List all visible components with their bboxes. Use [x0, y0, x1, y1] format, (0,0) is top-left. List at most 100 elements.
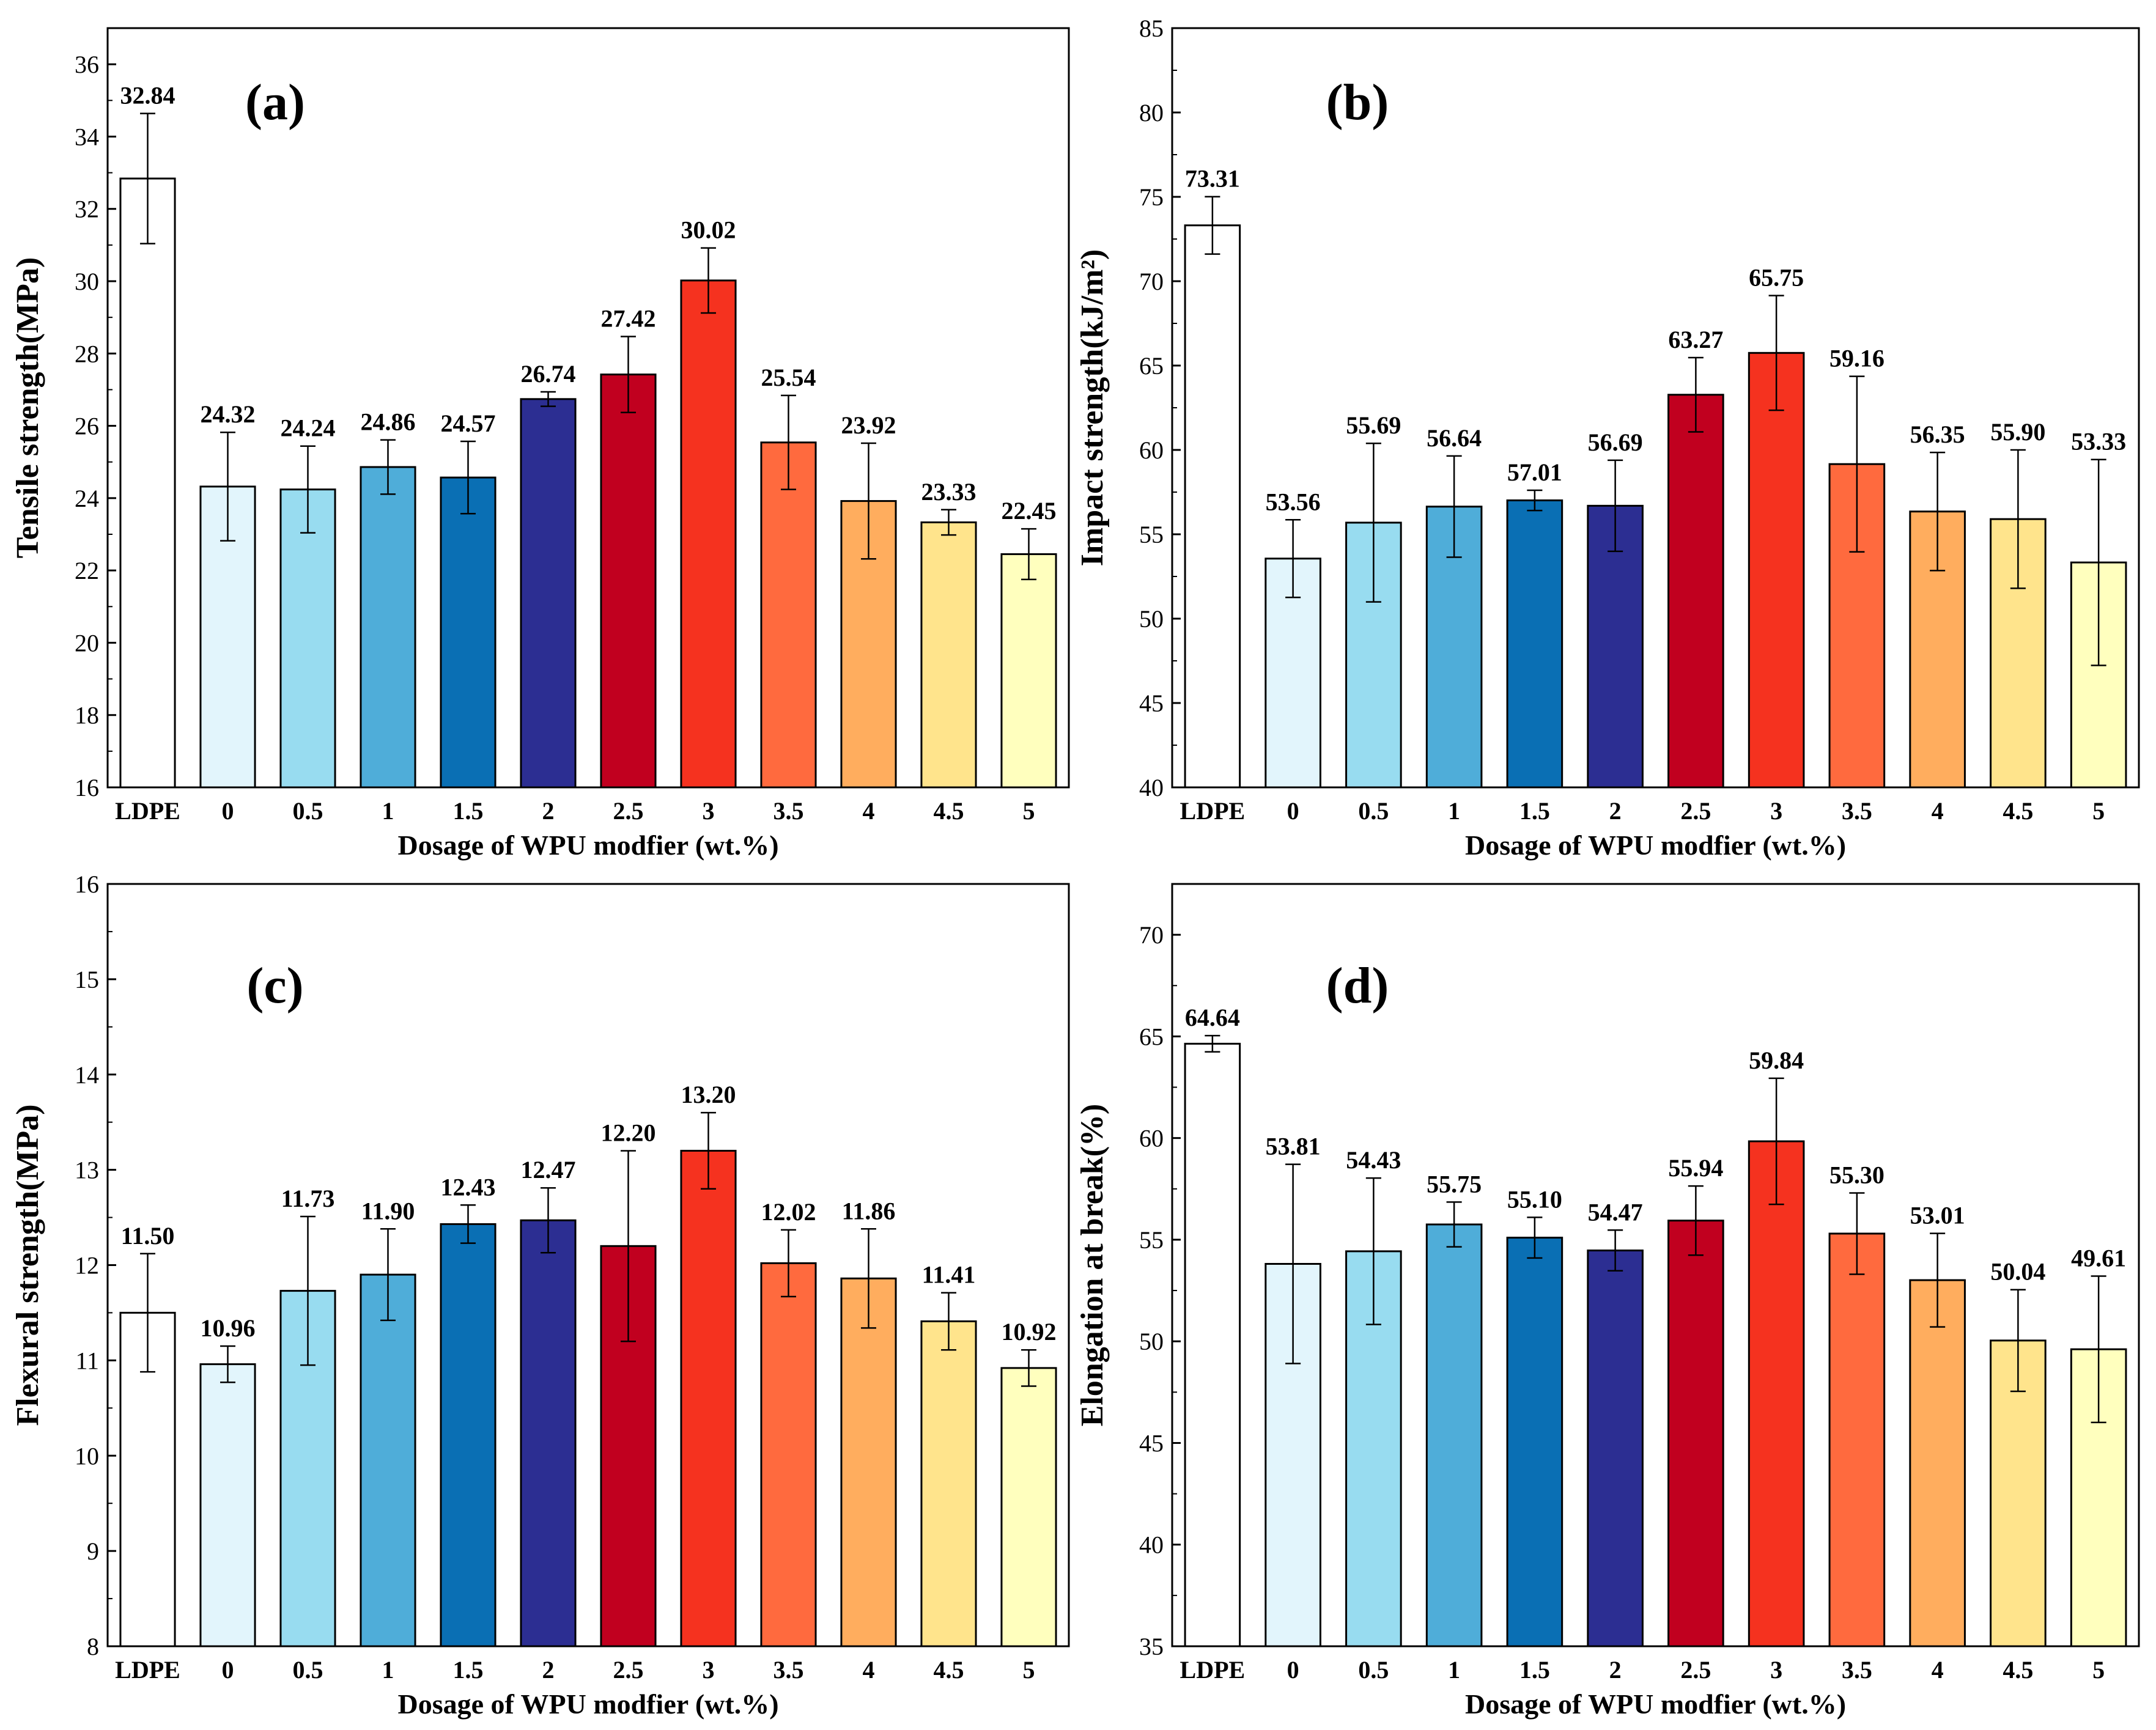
data-label: 53.01	[1910, 1202, 1965, 1229]
y-tick-label: 40	[1139, 1531, 1164, 1559]
data-label: 54.47	[1588, 1198, 1643, 1226]
data-label: 57.01	[1507, 458, 1562, 486]
y-tick-label: 50	[1139, 605, 1164, 633]
data-label: 11.50	[121, 1222, 175, 1250]
y-tick-label: 80	[1139, 99, 1164, 127]
y-tick-label: 35	[1139, 1633, 1164, 1660]
data-label: 56.69	[1588, 429, 1643, 456]
data-label: 11.86	[842, 1197, 896, 1224]
x-tick-label: 2.5	[613, 797, 644, 825]
y-tick-label: 45	[1139, 690, 1164, 717]
x-tick-label: 0.5	[1358, 797, 1389, 825]
bar-3.5	[1828, 1232, 1886, 1647]
x-tick-label: 2.5	[613, 1656, 644, 1684]
x-axis-title: Dosage of WPU modfier (wt.%)	[397, 1688, 778, 1720]
x-tick-label: 2	[542, 1656, 555, 1684]
x-tick-label: 1.5	[1519, 797, 1550, 825]
data-label: 30.02	[681, 216, 736, 244]
x-tick-label: 0.5	[293, 1656, 323, 1684]
y-tick-label: 8	[87, 1633, 99, 1660]
data-label: 12.43	[441, 1173, 496, 1201]
x-axis-title: Dosage of WPU modfier (wt.%)	[397, 830, 778, 861]
x-tick-label: 1	[1448, 1656, 1460, 1684]
x-tick-label: 4	[863, 1656, 875, 1684]
bar-1	[360, 466, 416, 789]
bar-4	[1909, 1279, 1966, 1647]
y-tick-label: 24	[75, 485, 99, 512]
panel-b: 4045505560657075808573.31LDPE53.56055.69…	[1075, 15, 2140, 861]
y-tick-label: 40	[1139, 774, 1164, 801]
data-label: 12.02	[761, 1198, 816, 1226]
x-tick-label: 0.5	[1358, 1656, 1389, 1684]
bar-1	[360, 1273, 416, 1647]
x-tick-label: 0.5	[293, 797, 323, 825]
y-tick-label: 30	[75, 268, 99, 295]
data-label: 22.45	[1002, 497, 1057, 525]
x-tick-label: LDPE	[1180, 797, 1246, 825]
data-label: 24.32	[201, 400, 256, 428]
x-tick-label: 5	[1023, 1656, 1035, 1684]
x-tick-label: 4.5	[2003, 797, 2033, 825]
data-label: 55.30	[1829, 1161, 1885, 1188]
bar-LDPE	[1184, 1042, 1241, 1647]
x-tick-label: LDPE	[115, 797, 180, 825]
y-tick-label: 55	[1139, 521, 1164, 548]
y-tick-label: 45	[1139, 1429, 1164, 1457]
x-tick-label: 4.5	[934, 1656, 964, 1684]
data-label: 23.92	[841, 411, 896, 439]
data-label: 53.33	[2071, 428, 2126, 455]
data-label: 24.24	[281, 414, 336, 442]
y-tick-label: 12	[75, 1252, 99, 1279]
panel-tag: (a)	[245, 74, 305, 131]
data-label: 53.56	[1266, 488, 1321, 515]
y-tick-label: 60	[1139, 436, 1164, 464]
bar-2.5	[600, 374, 657, 789]
x-tick-label: 0	[222, 1656, 234, 1684]
y-tick-label: 50	[1139, 1328, 1164, 1355]
data-label: 11.90	[361, 1197, 415, 1224]
y-tick-label: 10	[75, 1442, 99, 1470]
data-label: 12.20	[601, 1119, 656, 1146]
data-label: 55.75	[1427, 1170, 1482, 1198]
y-tick-label: 60	[1139, 1125, 1164, 1152]
data-label: 32.84	[120, 82, 175, 109]
bar-4	[840, 1277, 897, 1647]
data-label: 24.86	[361, 408, 416, 436]
bar-3	[1748, 352, 1805, 789]
x-tick-label: 1	[382, 1656, 394, 1684]
x-tick-label: 3.5	[773, 797, 804, 825]
data-label: 55.69	[1346, 411, 1401, 439]
data-label: 12.47	[521, 1156, 576, 1183]
y-axis-title: Tensile strength(MPa)	[10, 257, 45, 559]
x-tick-label: 3	[1770, 1656, 1782, 1684]
x-tick-label: 1.5	[453, 797, 484, 825]
panel-d: 354045505560657064.64LDPE53.81054.430.55…	[1075, 883, 2140, 1720]
y-axis-title: Flexural strength(MPa)	[10, 1104, 45, 1426]
x-tick-label: 4	[1932, 1656, 1944, 1684]
panel-c: 891011121314151611.50LDPE10.96011.730.51…	[10, 871, 1070, 1720]
x-tick-label: 3.5	[1842, 1656, 1872, 1684]
y-tick-label: 11	[75, 1347, 99, 1374]
data-label: 49.61	[2071, 1244, 2126, 1272]
data-label: 24.57	[441, 410, 496, 437]
y-axis-title: Elongation at break(%)	[1075, 1104, 1110, 1427]
x-axis-title: Dosage of WPU modfier (wt.%)	[1465, 830, 1846, 861]
data-label: 65.75	[1749, 263, 1804, 291]
x-tick-label: 5	[2092, 1656, 2105, 1684]
x-tick-label: 3	[1770, 797, 1782, 825]
x-tick-label: 1.5	[1519, 1656, 1550, 1684]
bar-3	[680, 1149, 737, 1647]
x-tick-label: 4.5	[934, 797, 964, 825]
plot-frame	[106, 27, 1070, 789]
data-label: 56.64	[1427, 424, 1482, 452]
data-label: 59.84	[1749, 1047, 1804, 1074]
x-tick-label: 5	[2092, 797, 2105, 825]
bar-4.5	[920, 1320, 977, 1647]
y-tick-label: 70	[1139, 921, 1164, 949]
panel-tag: (c)	[246, 957, 303, 1014]
panel-a: 161820222426283032343632.84LDPE24.32024.…	[10, 27, 1070, 861]
data-label: 23.33	[921, 478, 976, 506]
data-label: 11.41	[922, 1261, 976, 1289]
data-label: 26.74	[521, 360, 576, 388]
x-tick-label: 4	[1932, 797, 1944, 825]
